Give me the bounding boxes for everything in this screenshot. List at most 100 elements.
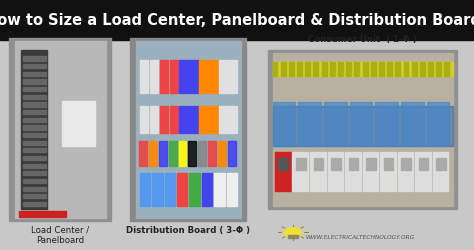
Bar xyxy=(150,61,158,94)
Bar xyxy=(152,174,163,206)
Bar xyxy=(23,95,46,100)
Bar xyxy=(150,106,158,134)
Bar xyxy=(0,0,474,41)
Bar xyxy=(23,172,46,176)
Bar xyxy=(149,141,157,166)
Bar xyxy=(403,62,409,76)
Bar xyxy=(273,102,295,146)
Bar xyxy=(401,158,411,170)
Bar xyxy=(436,62,441,76)
Bar xyxy=(415,152,431,191)
Bar xyxy=(23,149,46,153)
Text: Consumer Unit  ( 1-Φ ): Consumer Unit ( 1-Φ ) xyxy=(308,35,417,44)
Bar xyxy=(189,106,198,134)
Bar xyxy=(136,42,241,218)
Bar xyxy=(198,141,206,166)
Bar xyxy=(199,61,208,94)
Bar xyxy=(189,141,196,166)
Bar xyxy=(398,152,413,191)
Bar xyxy=(23,141,46,145)
Bar xyxy=(345,152,361,191)
Bar xyxy=(219,106,228,134)
Bar xyxy=(15,42,106,218)
Bar xyxy=(355,62,359,76)
Bar xyxy=(189,61,198,94)
Bar xyxy=(273,62,453,76)
Bar xyxy=(23,65,46,69)
Bar xyxy=(395,62,400,76)
Bar xyxy=(229,61,237,94)
Bar xyxy=(366,158,376,170)
Text: How to Size a Load Center, Panelboard & Distribution Board?: How to Size a Load Center, Panelboard & … xyxy=(0,13,474,28)
Bar xyxy=(208,141,216,166)
Bar xyxy=(289,62,294,76)
Bar xyxy=(350,102,372,146)
Bar xyxy=(383,158,393,170)
Bar xyxy=(387,62,392,76)
Bar xyxy=(275,152,291,191)
Bar xyxy=(23,179,46,184)
Bar xyxy=(214,174,225,206)
Bar xyxy=(218,141,226,166)
Bar xyxy=(170,106,178,134)
Bar xyxy=(348,158,358,170)
Circle shape xyxy=(284,228,301,237)
Bar xyxy=(209,61,218,94)
Bar xyxy=(433,152,448,191)
Bar xyxy=(305,62,310,76)
Bar xyxy=(428,62,433,76)
Bar xyxy=(420,62,425,76)
Text: Distribution Board ( 3-Φ ): Distribution Board ( 3-Φ ) xyxy=(127,225,250,234)
Bar xyxy=(23,57,46,61)
Bar xyxy=(180,61,188,94)
Bar xyxy=(130,39,246,221)
Bar xyxy=(363,62,367,76)
Bar xyxy=(209,106,218,134)
Bar xyxy=(219,61,228,94)
Bar xyxy=(23,156,46,160)
Bar xyxy=(189,174,200,206)
Bar xyxy=(140,61,148,94)
Bar xyxy=(322,62,327,76)
Bar xyxy=(436,158,446,170)
Bar xyxy=(412,62,417,76)
Bar xyxy=(202,174,212,206)
Bar xyxy=(338,62,343,76)
Bar xyxy=(227,174,237,206)
Bar xyxy=(160,106,168,134)
Bar xyxy=(292,152,308,191)
Bar xyxy=(328,152,343,191)
Bar xyxy=(160,61,168,94)
Bar xyxy=(159,141,167,166)
Bar xyxy=(379,62,384,76)
Bar xyxy=(363,152,378,191)
Bar xyxy=(177,174,187,206)
Bar xyxy=(401,102,424,146)
Bar xyxy=(23,187,46,191)
Bar xyxy=(23,164,46,168)
Bar xyxy=(62,101,95,146)
Text: WWW.ELECTRICALTECHNOLOGY.ORG: WWW.ELECTRICALTECHNOLOGY.ORG xyxy=(306,234,415,239)
Bar xyxy=(164,174,175,206)
Bar xyxy=(23,126,46,130)
Bar xyxy=(268,51,457,209)
Bar xyxy=(310,152,326,191)
Bar xyxy=(19,211,66,218)
Bar xyxy=(23,194,46,198)
Bar xyxy=(427,102,449,146)
Bar xyxy=(288,235,298,238)
Bar xyxy=(419,158,428,170)
Bar xyxy=(273,62,277,76)
Bar xyxy=(281,62,286,76)
Bar xyxy=(23,103,46,107)
Bar xyxy=(296,158,306,170)
Bar xyxy=(23,202,46,206)
Bar xyxy=(179,141,186,166)
Bar xyxy=(23,88,46,92)
Bar xyxy=(9,39,111,221)
Bar xyxy=(324,102,346,146)
Bar xyxy=(21,51,47,209)
Bar xyxy=(313,62,319,76)
Bar xyxy=(140,174,150,206)
Bar xyxy=(298,102,321,146)
